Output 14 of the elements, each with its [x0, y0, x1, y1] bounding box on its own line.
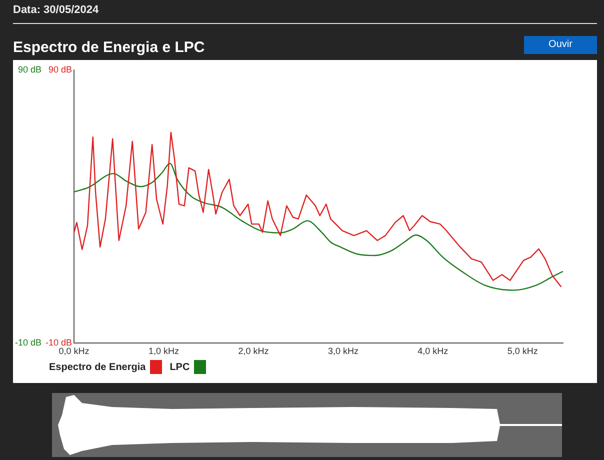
- chart-title: Espectro de Energia e LPC: [13, 39, 205, 56]
- x-tick-label: 1,0 kHz: [148, 346, 180, 356]
- legend-label: LPC: [170, 362, 190, 372]
- text: Ouvir: [524, 36, 597, 54]
- x-tick-label: 2,0 kHz: [238, 346, 270, 356]
- x-tick-label: 4,0 kHz: [418, 346, 449, 356]
- y2-tick-label: -10 dB: [46, 338, 72, 348]
- x-tick-label: 0,0 kHz: [58, 346, 90, 356]
- text: Data: 30/05/2024: [13, 4, 99, 16]
- x-tick-label: 3,0 kHz: [328, 346, 359, 356]
- y2-tick-label: 90 dB: [48, 64, 72, 74]
- x-tick-label: 5,0 kHz: [507, 346, 538, 356]
- line-series: [74, 162, 563, 291]
- legend-label: Espectro de Energia: [49, 362, 146, 372]
